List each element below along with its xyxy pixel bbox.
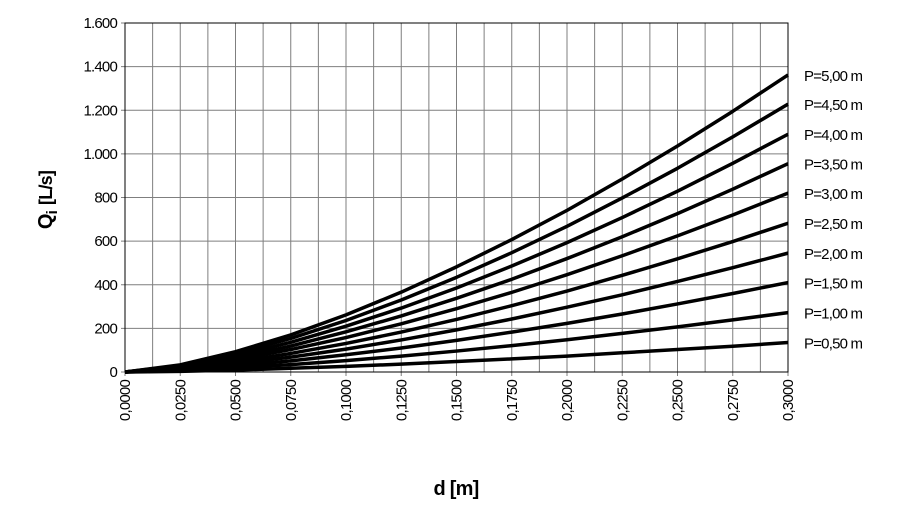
series-label: P=5,00 m (804, 68, 863, 85)
x-tick-label: 0,1750 (504, 380, 521, 422)
x-tick-label: 0,2250 (614, 380, 631, 422)
x-tick-label: 0,1000 (338, 380, 355, 422)
plot-frame (124, 22, 789, 373)
x-tick-label: 0,1250 (393, 380, 410, 422)
y-label-symbol: Q (35, 214, 57, 229)
x-tick-label: 0,0500 (228, 380, 245, 422)
x-tick-label: 0,3000 (780, 380, 797, 422)
y-axis-label: Qi [L/s] (35, 171, 61, 229)
y-label-unit: [L/s] (36, 171, 56, 205)
series-line (124, 73, 789, 374)
y-label-subscript: i (44, 210, 61, 214)
series-label: P=4,50 m (804, 97, 863, 114)
series-label: P=2,50 m (804, 216, 863, 233)
y-tick-label: 600 (94, 233, 117, 250)
series-line (124, 310, 789, 374)
x-tick-label: 0,0750 (283, 380, 300, 422)
series-label: P=2,00 m (804, 246, 863, 263)
series-line (124, 280, 789, 374)
series-line (124, 191, 789, 374)
series-label: P=3,50 m (804, 157, 863, 174)
series-label: P=3,00 m (804, 186, 863, 203)
series-label: P=1,50 m (804, 276, 863, 293)
series-label: P=0,50 m (804, 336, 863, 353)
y-tick-label: 1.400 (83, 59, 117, 76)
y-tick-label: 1.600 (83, 15, 117, 32)
y-tick-label: 200 (94, 320, 117, 337)
series-line (124, 221, 789, 374)
x-tick-label: 0,2000 (559, 380, 576, 422)
x-tick-label: 0,2750 (725, 380, 742, 422)
x-tick-label: 0,0000 (117, 380, 134, 422)
x-tick-label: 0,2500 (670, 380, 687, 422)
series-line (124, 102, 789, 374)
series-line (124, 162, 789, 374)
series-label: P=1,00 m (804, 306, 863, 323)
series-line (124, 132, 789, 374)
y-tick-label: 0 (109, 364, 117, 381)
y-tick-label: 800 (94, 190, 117, 207)
x-tick-label: 0,0250 (172, 380, 189, 422)
y-tick-label: 1.200 (83, 102, 117, 119)
series-line (124, 251, 789, 374)
y-tick-label: 1.000 (83, 146, 117, 163)
series-line (124, 340, 789, 374)
y-tick-label: 400 (94, 277, 117, 294)
x-axis-label: d [m] (434, 478, 479, 500)
series-label: P=4,00 m (804, 127, 863, 144)
x-tick-label: 0,1500 (449, 380, 466, 422)
